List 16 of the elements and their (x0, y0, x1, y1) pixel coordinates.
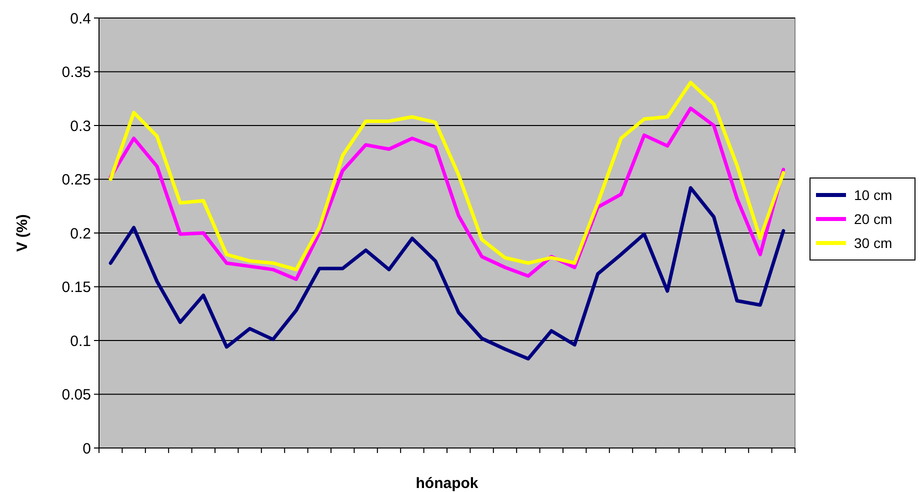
y-tick-label: 0.25 (62, 172, 91, 188)
legend-label: 10 cm (854, 186, 892, 203)
y-axis-title: V (%) (14, 214, 31, 252)
x-axis-title: hónapok (416, 475, 479, 492)
y-tick-label: 0 (82, 440, 91, 458)
y-tick-label: 0.2 (70, 225, 91, 242)
line-series (108, 80, 786, 272)
y-tick-label: 0.05 (62, 386, 91, 404)
y-tick-label: 0.3 (70, 118, 91, 135)
y-tick-label: 0.4 (70, 10, 91, 28)
y-tick-label: 0.35 (62, 64, 91, 81)
legend-label: 30 cm (854, 234, 892, 251)
legend-label: 20 cm (854, 210, 892, 227)
y-tick-label: 0.1 (70, 332, 91, 350)
line-series (108, 186, 786, 361)
y-tick-label: 0.15 (62, 279, 91, 296)
